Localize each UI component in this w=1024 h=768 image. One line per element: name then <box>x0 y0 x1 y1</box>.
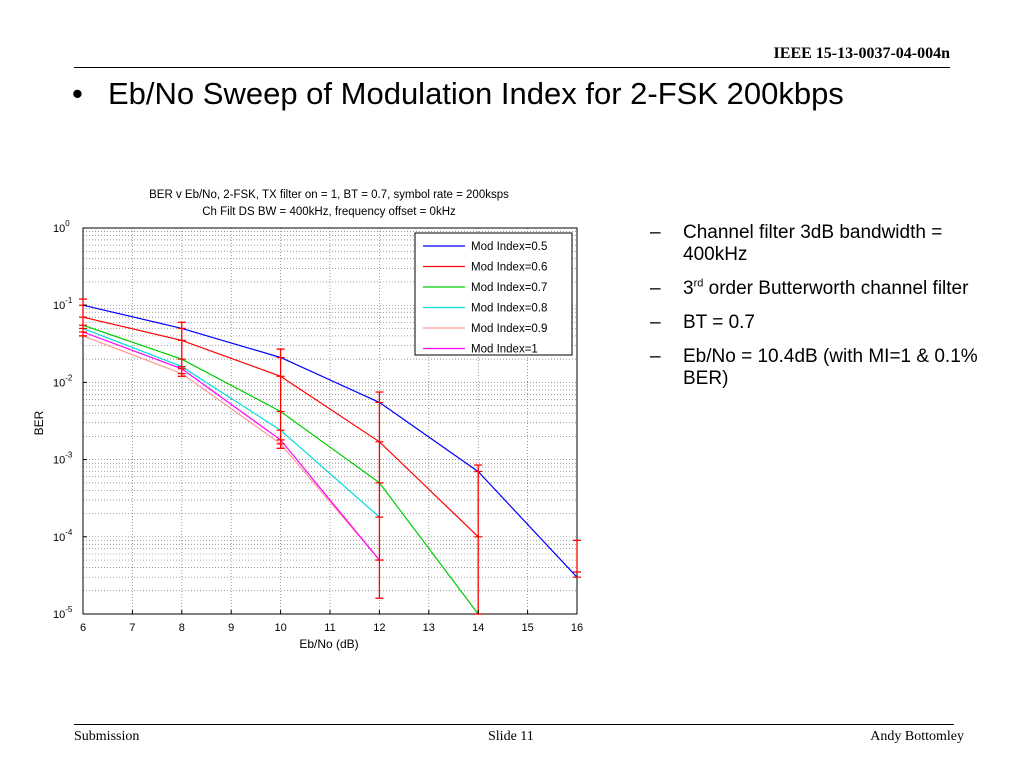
note-dash: – <box>650 222 661 243</box>
note-dash: – <box>650 312 661 333</box>
note-filter-bandwidth: – Channel filter 3dB bandwidth = 400kHz <box>650 222 985 266</box>
x-tick-label: 10 <box>274 622 286 634</box>
series-line <box>82 304 578 578</box>
footer-slide-number: Slide 11 <box>488 729 534 744</box>
note-order-suffix: rd <box>693 277 704 290</box>
note-text: Eb/No = 10.4dB (with MI=1 & 0.1% BER) <box>683 346 978 389</box>
series-line <box>82 327 380 518</box>
legend-label: Mod Index=0.5 <box>471 241 547 253</box>
document-id: IEEE 15-13-0037-04-004n <box>773 45 950 62</box>
legend-label: Mod Index=0.8 <box>471 303 547 315</box>
note-filter-order: – 3rd order Butterworth channel filter <box>650 278 985 300</box>
x-tick-label: 6 <box>80 622 86 634</box>
plot-area <box>83 228 577 614</box>
note-text: BT = 0.7 <box>683 312 756 333</box>
footer-author: Andy Bottomley <box>870 729 964 744</box>
legend-label: Mod Index=0.6 <box>471 262 547 274</box>
note-dash: – <box>650 278 661 299</box>
legend-label: Mod Index=0.7 <box>471 282 547 294</box>
x-tick-label: 8 <box>179 622 185 634</box>
footer-submission: Submission <box>74 729 140 744</box>
legend-label: Mod Index=1 <box>471 344 538 356</box>
note-order-number: 3 <box>683 278 694 299</box>
y-tick-label: 10-2 <box>53 373 73 389</box>
plot-frame <box>82 227 578 615</box>
chart-subtitle: Ch Filt DS BW = 400kHz, frequency offset… <box>202 206 456 218</box>
y-tick-label: 10-4 <box>53 528 73 544</box>
legend-label: Mod Index=0.9 <box>471 323 547 335</box>
note-ebno-result: – Eb/No = 10.4dB (with MI=1 & 0.1% BER) <box>650 346 985 390</box>
note-dash: – <box>650 346 661 367</box>
title-bullet: • <box>72 76 83 111</box>
x-tick-label: 14 <box>472 622 484 634</box>
chart-title: BER v Eb/No, 2-FSK, TX filter on = 1, BT… <box>149 189 509 201</box>
y-tick-label: 100 <box>53 219 70 235</box>
x-tick-label: 7 <box>129 622 135 634</box>
note-text: order Butterworth channel filter <box>703 278 969 299</box>
y-tick-label: 10-3 <box>53 451 73 467</box>
x-tick-label: 9 <box>228 622 234 634</box>
legend-box <box>414 232 573 356</box>
x-tick-label: 13 <box>423 622 435 634</box>
y-axis-label: BER <box>32 410 46 435</box>
series-line <box>82 335 380 561</box>
series-line <box>82 316 479 538</box>
x-tick-label: 16 <box>571 622 583 634</box>
x-tick-label: 12 <box>373 622 385 634</box>
note-bt: – BT = 0.7 <box>650 312 985 334</box>
footer-rule <box>74 724 954 725</box>
header-rule <box>74 67 950 68</box>
note-text: Channel filter 3dB bandwidth = 400kHz <box>683 222 943 265</box>
slide-title-text: Eb/No Sweep of Modulation Index for 2-FS… <box>108 76 844 111</box>
notes-list: – Channel filter 3dB bandwidth = 400kHz –… <box>650 222 985 402</box>
y-tick-label: 10-1 <box>53 296 73 312</box>
x-tick-label: 11 <box>324 622 335 634</box>
y-tick-label: 10-5 <box>53 605 73 621</box>
series-line <box>82 331 380 561</box>
x-tick-label: 15 <box>521 622 533 634</box>
series-line <box>82 324 479 615</box>
x-axis-label: Eb/No (dB) <box>299 637 358 651</box>
slide-title: • Eb/No Sweep of Modulation Index for 2-F… <box>72 76 844 112</box>
